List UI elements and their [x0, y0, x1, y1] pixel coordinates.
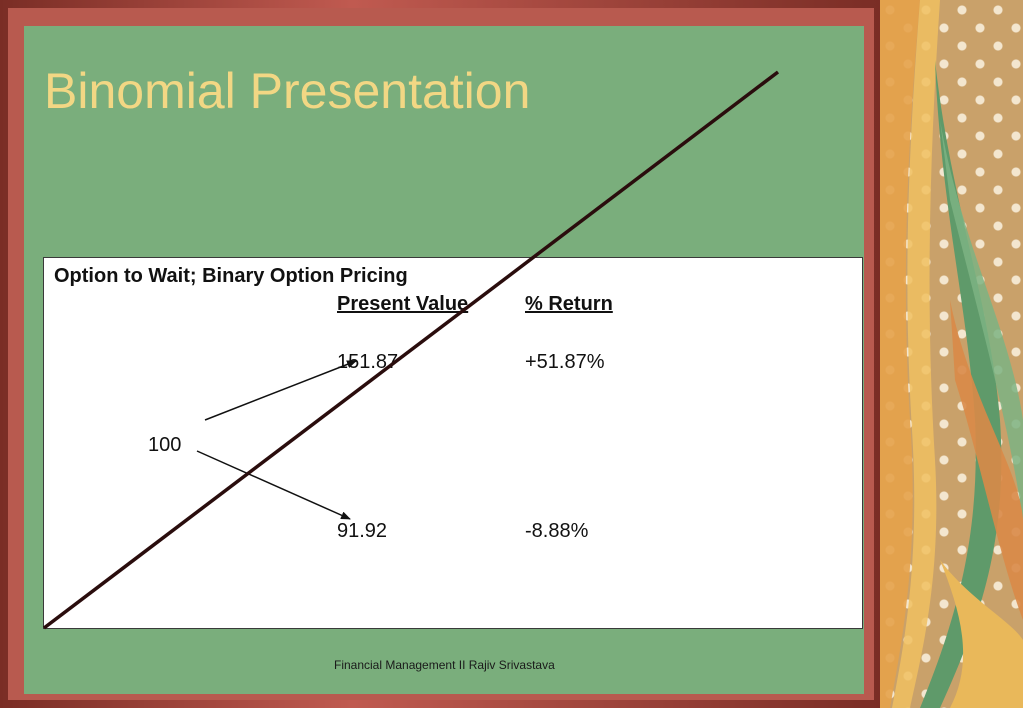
decorative-drape-art — [880, 0, 1023, 708]
column-header-present-value: Present Value — [337, 293, 469, 315]
slide-title: Binomial Presentation — [44, 63, 531, 119]
table-heading: Option to Wait; Binary Option Pricing — [54, 265, 408, 287]
start-node-value: 100 — [148, 434, 182, 456]
slide-canvas: Binomial Presentation Option to Wait; Bi… — [24, 26, 864, 694]
decorative-side-panel — [880, 0, 1023, 708]
down-branch-arrow — [196, 450, 351, 520]
up-branch-arrow — [204, 360, 357, 421]
slide-frame-inner: Binomial Presentation Option to Wait; Bi… — [8, 8, 874, 700]
slide-frame: Binomial Presentation Option to Wait; Bi… — [0, 0, 880, 708]
column-header-return: % Return — [525, 293, 613, 315]
down-node-return: -8.88% — [525, 520, 589, 542]
down-node-value: 91.92 — [337, 520, 388, 542]
up-node-return: +51.87% — [525, 351, 605, 373]
slide-footer: Financial Management II Rajiv Srivastava — [334, 658, 555, 672]
diagonal-strike-line — [42, 70, 780, 630]
